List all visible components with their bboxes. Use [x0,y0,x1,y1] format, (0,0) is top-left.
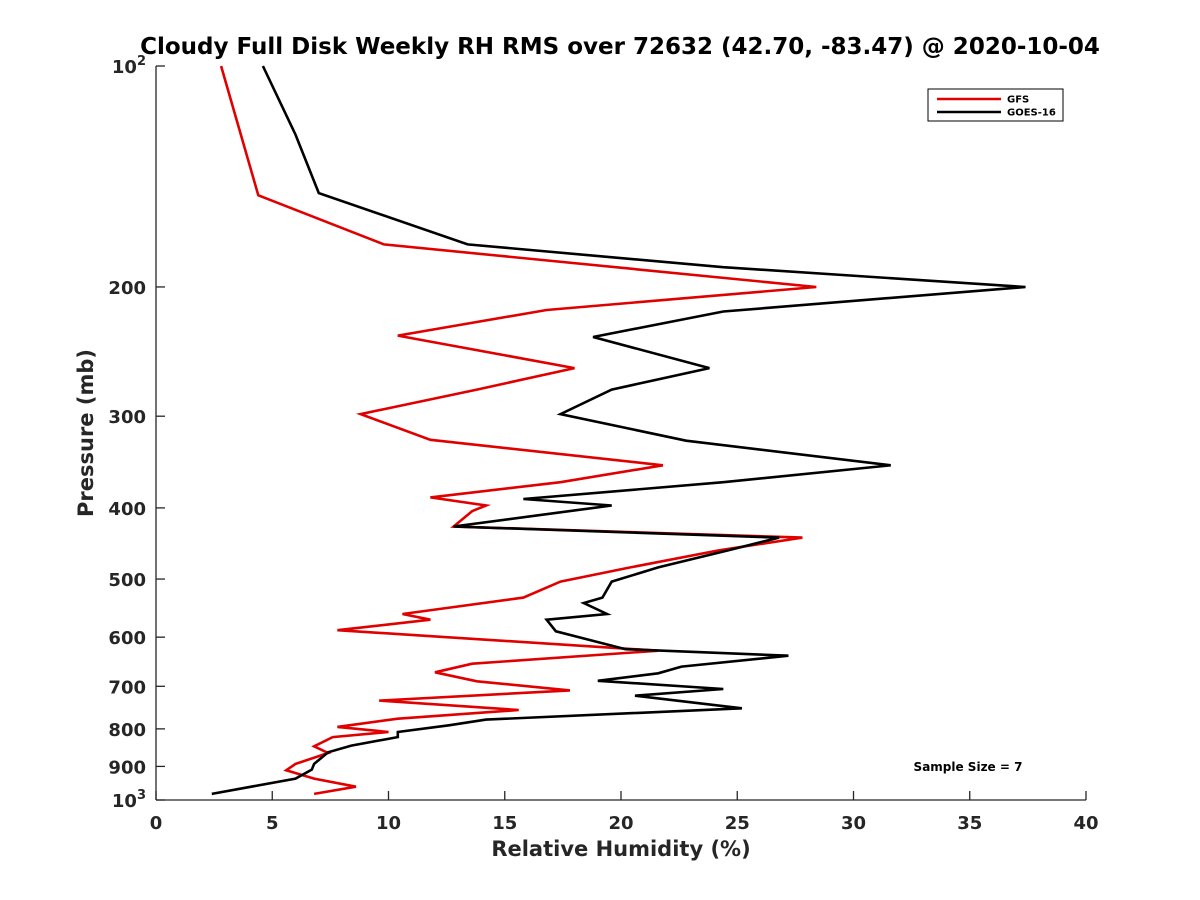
y-tick-label: 600 [108,628,146,649]
series-line-gfs [219,65,817,796]
legend: GFS GOES-16 [927,88,1064,122]
y-tick-label: 900 [108,757,146,778]
sample-size-annotation: Sample Size = 7 [914,760,1023,774]
y-tick-label: 700 [108,677,146,698]
y-tick-label: 800 [108,720,146,741]
y-tick-label: 102 [112,54,146,78]
series-line-goes-16 [211,65,1026,796]
x-tick-label: 30 [841,813,866,834]
x-axis-label: Relative Humidity (%) [491,837,750,861]
x-tick-label: 35 [957,813,982,834]
legend-entry: GFS [1007,95,1029,106]
x-axis-ticks: 0 5 10 15 20 25 30 35 40 [150,791,1099,834]
chart-title: Cloudy Full Disk Weekly RH RMS over 7263… [140,34,1100,60]
x-tick-label: 25 [725,813,750,834]
x-tick-label: 0 [150,813,163,834]
x-tick-label: 20 [608,813,633,834]
x-tick-label: 40 [1073,813,1098,834]
x-tick-label: 5 [266,813,279,834]
legend-box [927,88,1064,122]
y-axis-ticks: 102 200 300 400 500 600 700 800 900 103 [108,54,165,812]
y-tick-label: 200 [108,278,146,299]
plot-area [155,66,1086,801]
y-tick-label: 500 [108,570,146,591]
y-tick-label: 400 [108,499,146,520]
legend-entry: GOES-16 [1007,108,1056,119]
plot-frame [156,66,1086,800]
x-tick-label: 15 [492,813,517,834]
y-tick-label: 300 [108,407,146,428]
x-tick-label: 10 [376,813,401,834]
y-axis-label: Pressure (mb) [74,349,98,517]
y-tick-label: 103 [112,788,146,812]
series-lines [211,65,1026,796]
